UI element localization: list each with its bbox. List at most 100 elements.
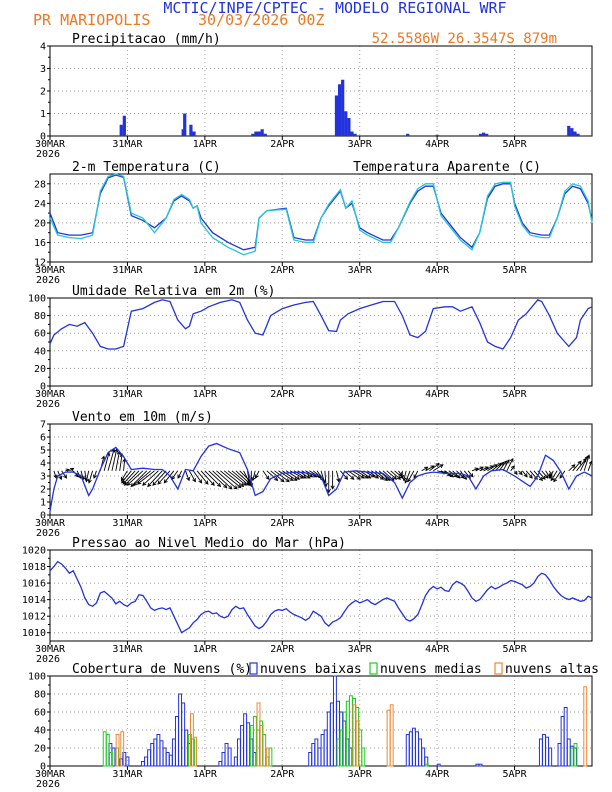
pressure-panel: 1010 1012 1014 1016 1018 1020 30MAR 31MAR 1APR 2A… [22,536,593,665]
clouds-title: Cobertura de Nuvens (%) [72,662,252,677]
wind-vector-head [216,482,222,488]
wind-vector [572,460,582,472]
wind-vector-head [330,485,335,490]
wind-vector-head [326,489,331,494]
clouds-panel: 0 20 40 60 80 100 30MAR 31MAR 1APR 2APR 3APR 4APR 5A… [28,662,599,790]
wind-vector [382,470,395,481]
wind-vector-head [509,457,514,463]
cloud-bar-high [265,747,270,767]
y-tick-label: 40 [34,346,46,357]
wind-vector [421,466,428,472]
wind-vector [111,449,118,471]
precip-bar [406,133,410,136]
wind-vector-head [92,474,97,479]
y-tick-label: 20 [34,364,46,375]
wind-vector-head [239,482,245,487]
x-tick-label: 5APR [503,265,528,276]
wind-vector-head [142,481,147,486]
wind-vector [285,470,300,480]
precip-panel: 0 1 2 3 4 30MAR 31MAR 1APR 2APR 3APR 4APR 5APR 2026 P… [35,32,593,160]
wind-vector [525,470,533,479]
wind-title: Vento em 10m (m/s) [72,410,213,425]
precip-bar [122,115,126,136]
rh-series-0 [49,299,593,350]
y-tick-label: 0 [40,382,46,393]
pressure-title: Pressao ao Nivel Medio do Mar (hPa) [72,536,346,551]
precip-bar [251,133,255,136]
x-tick-label: 2APR [270,389,295,400]
wind-vector [407,470,415,482]
wind-vector [479,466,489,472]
x-tick-label: 4APR [425,769,450,780]
wind-vector [320,470,326,483]
wind-vector [521,470,528,478]
wind-vector-head [210,481,215,486]
wind-vector-head [163,479,168,484]
pressure-frame [49,549,593,642]
precip-bar [576,133,580,136]
wind-vector-head [198,479,203,484]
wind-vector-head [285,478,290,483]
y-tick-label: 6 [40,433,46,444]
datetime-label: 30/03/2026 00Z [198,11,324,29]
wind-vector-head [87,479,92,484]
wind-vector-head [449,473,455,478]
cloud-bar-mid [361,747,366,767]
wind-vector-head [101,455,106,460]
wind-vector [216,470,238,490]
wind-vector-head [366,474,372,479]
y-tick-label: 1018 [22,562,46,573]
wind-vector [467,470,474,478]
wind-vector [404,470,411,483]
wind-vector [568,464,576,472]
x-tick-label: 3APR [348,769,373,780]
wind-vector-head [550,476,555,482]
cloud-bar-high [259,725,264,767]
x-year-label: 2026 [36,399,60,410]
y-tick-label: 1012 [22,612,46,623]
wind-vector-head [559,474,564,479]
wind-vector [147,470,163,487]
wind-vector-head [549,474,553,479]
wind-vector-head [120,476,125,482]
x-year-label: 2026 [36,528,60,539]
precip-bar [567,125,571,136]
x-tick-label: 3APR [348,139,373,150]
wind-vector-head [379,475,385,480]
x-year-label: 2026 [36,275,60,286]
wind-vector-head [126,481,131,486]
precip-bar [337,84,342,136]
y-tick-label: 1010 [22,628,46,639]
x-tick-label: 5APR [503,769,528,780]
wind-vector [85,470,90,482]
wind-vector [212,470,233,490]
y-tick-label: 0 [40,511,46,522]
wind-vector-head [356,475,361,480]
precip-bar [257,131,261,136]
x-tick-label: 3APR [348,644,373,655]
precip-bar [334,95,339,136]
precip-bar [119,124,123,136]
x-tick-label: 1APR [193,139,218,150]
wind-vector [494,462,504,472]
wind-vector-head [251,476,256,482]
x-tick-label: 4APR [425,265,450,276]
x-tick-label: 2APR [270,518,295,529]
wind-vector [93,470,97,479]
wind-vector-head [456,474,461,479]
wind-vector-head [505,459,510,464]
wind-vector-head [136,480,142,485]
wind-vector [541,470,549,479]
wind-vector-head [237,484,242,489]
y-tick-label: 1016 [22,579,46,590]
wind-vector-head [586,454,591,459]
x-tick-label: 4APR [425,389,450,400]
wind-vector [152,470,167,486]
x-tick-label: 31MAR [112,518,143,529]
wind-vector [398,470,403,476]
wind-vector-head [588,460,593,465]
wind-vector [220,470,242,488]
precip-bar [341,79,345,136]
wind-vector-head [528,474,533,479]
x-tick-label: 31MAR [112,644,143,655]
